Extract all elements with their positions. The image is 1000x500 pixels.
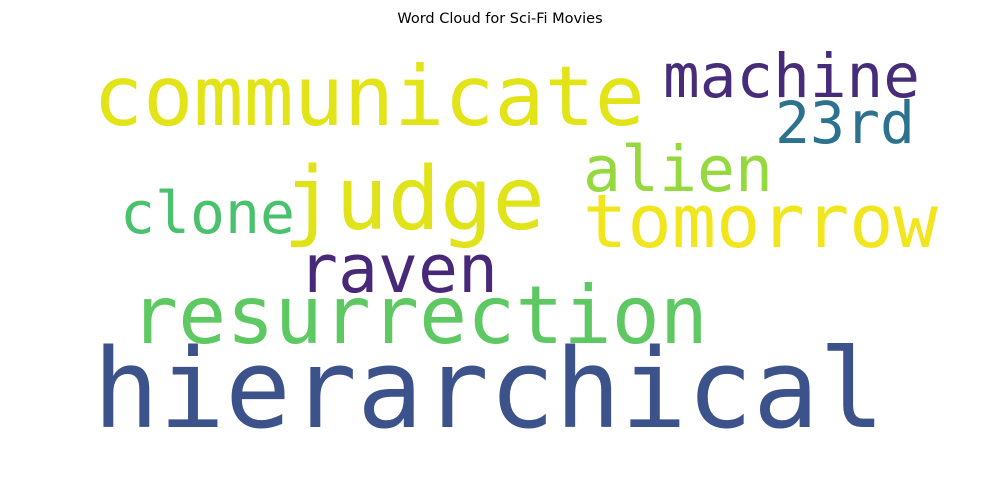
word-clone: clone bbox=[120, 179, 295, 248]
word-23rd: 23rd bbox=[775, 88, 915, 157]
word-machine: machine bbox=[663, 40, 920, 112]
word-hierarchical: hierarchical bbox=[93, 325, 885, 454]
word-tomorrow: tomorrow bbox=[583, 180, 938, 266]
word-judge: judge bbox=[283, 148, 545, 251]
word-communicate: communicate bbox=[93, 48, 645, 146]
chart-title: Word Cloud for Sci-Fi Movies bbox=[397, 11, 603, 27]
word-raven: raven bbox=[298, 229, 498, 308]
word-alien: alien bbox=[583, 131, 773, 206]
word-resurrection: resurrection bbox=[130, 269, 708, 362]
